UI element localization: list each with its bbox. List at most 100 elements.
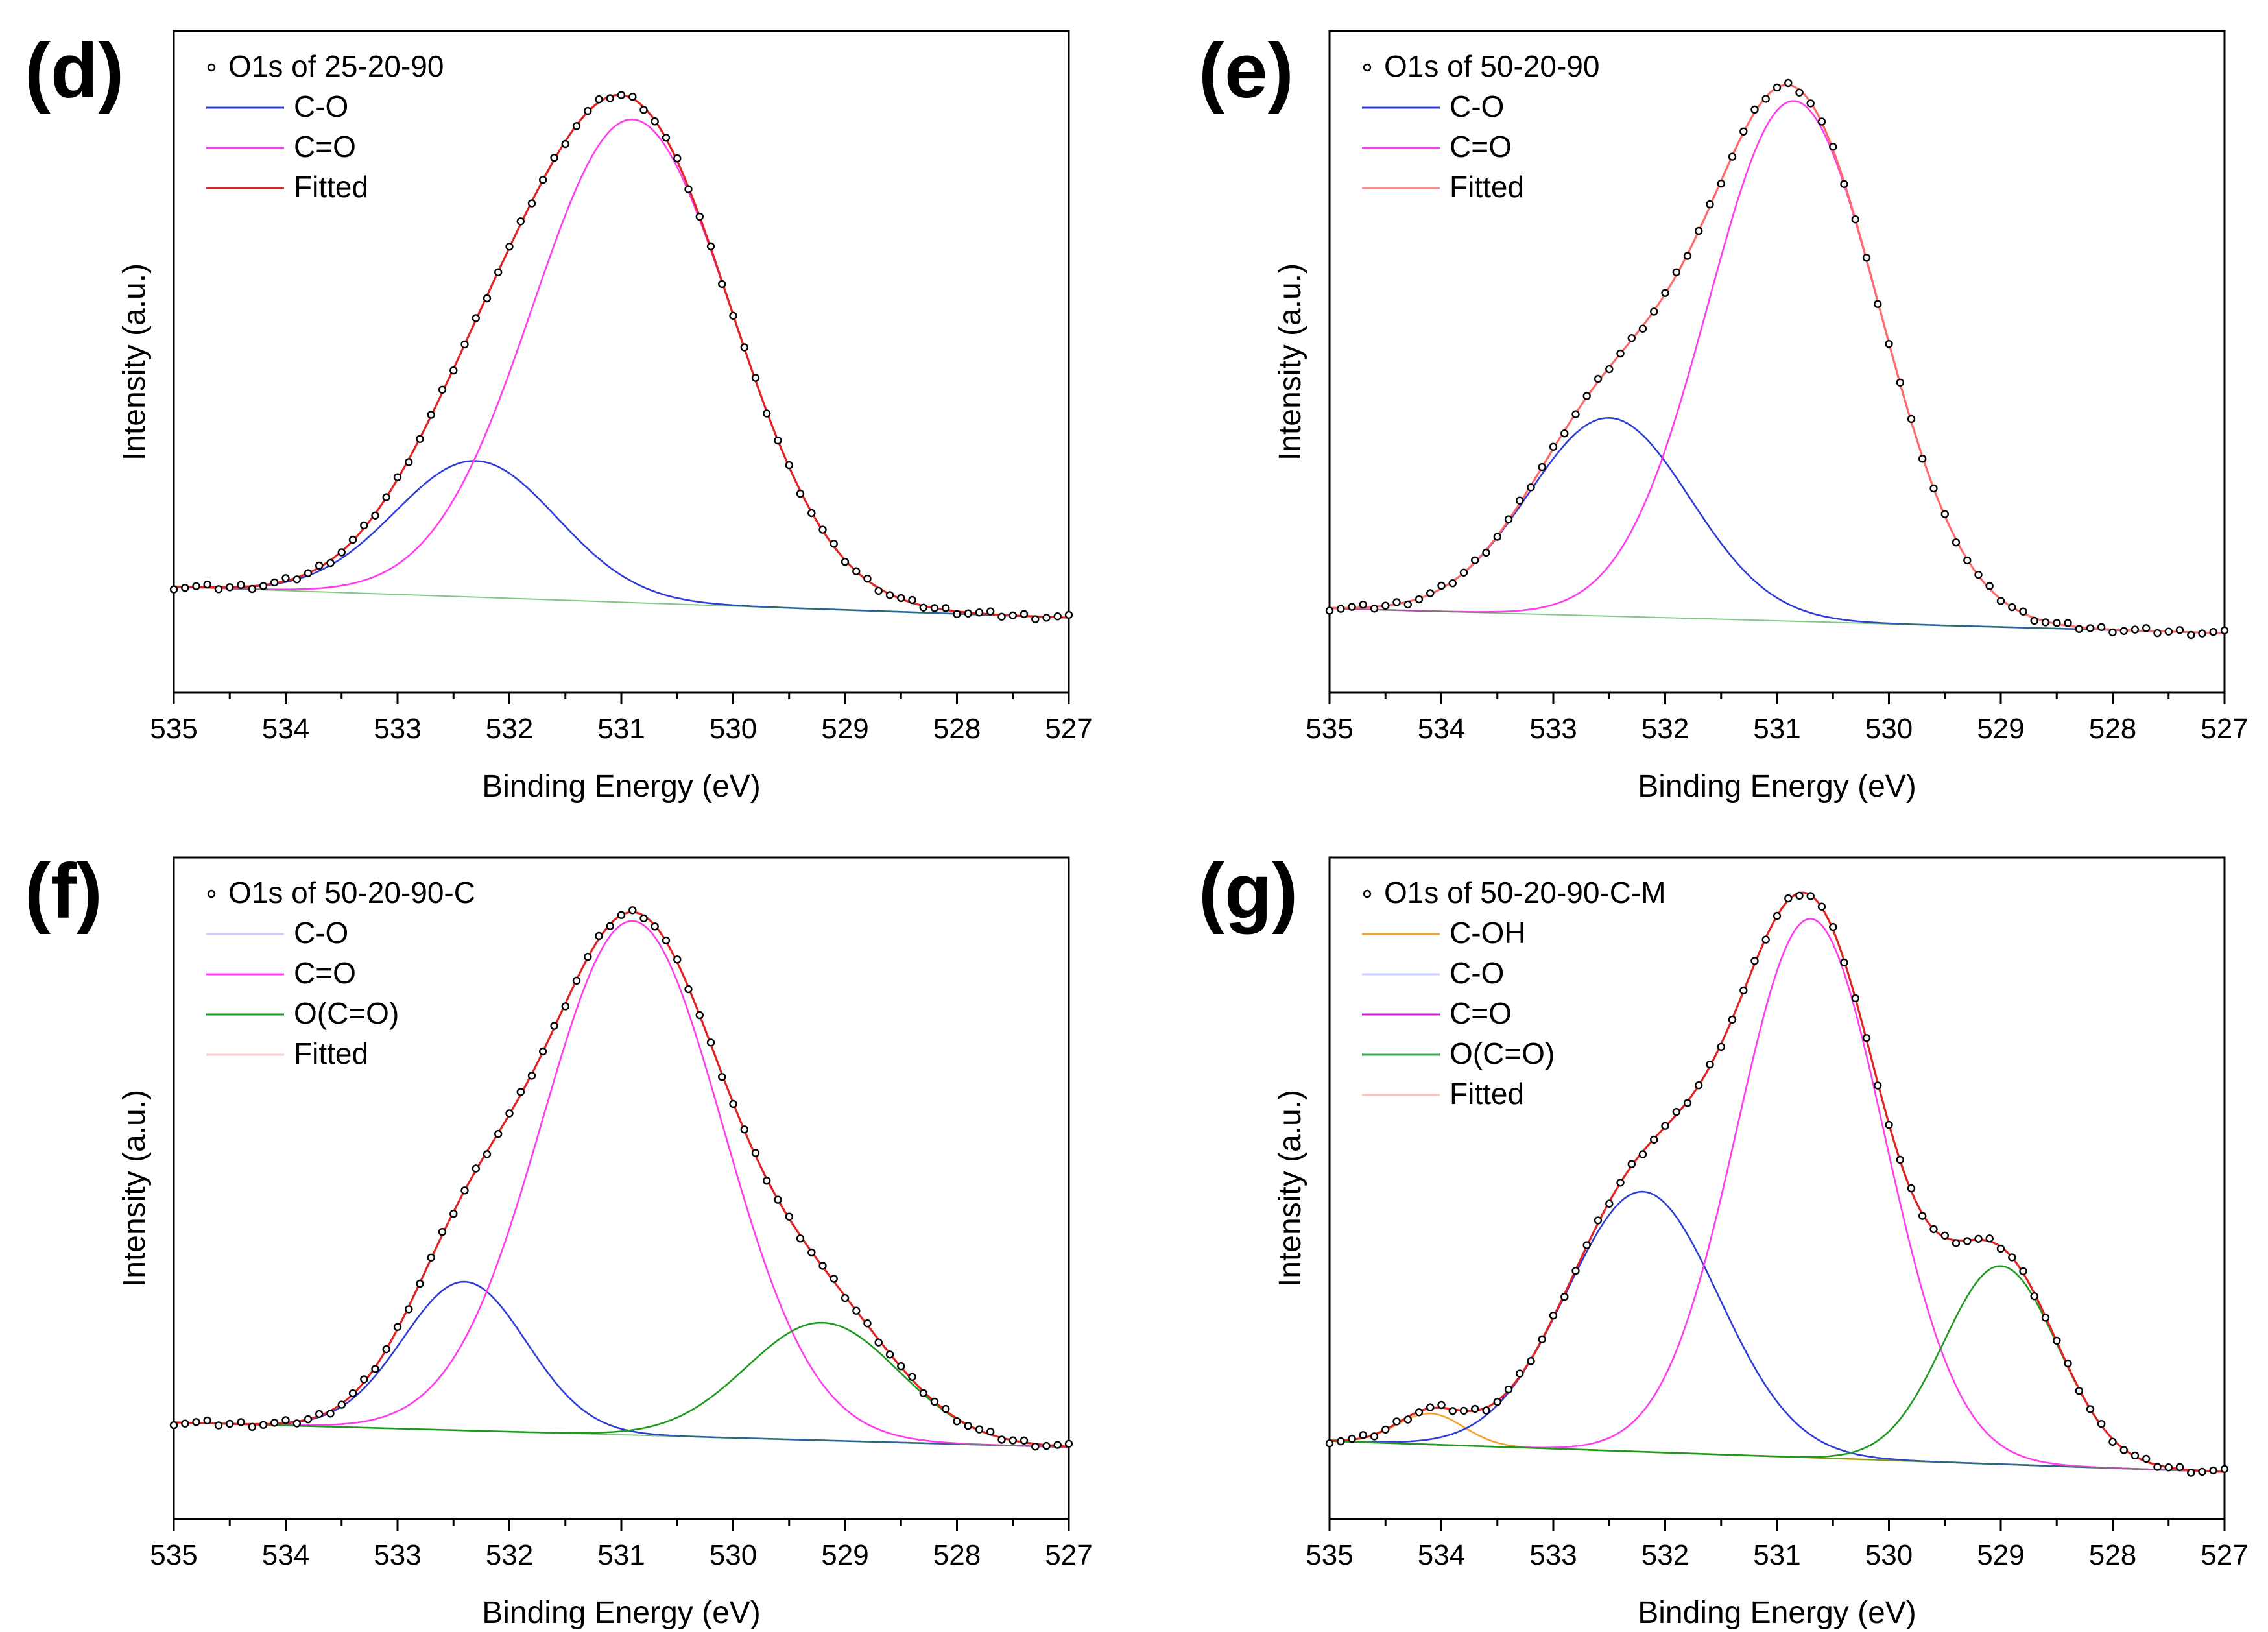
data-point [1459,1406,1468,1415]
data-point [729,311,737,320]
data-point [214,585,223,594]
data-point [1661,289,1669,297]
x-tick-label: 531 [597,1539,645,1571]
data-point [1683,252,1692,260]
y-axis-label: Intensity (a.u.) [117,263,152,461]
data-point [1031,615,1040,623]
data-point [1661,1122,1669,1130]
component-curve-c-o [1329,1190,2225,1473]
data-point [181,1419,189,1428]
data-point [1996,1244,2005,1253]
data-point [505,243,514,251]
data-point [2097,1419,2106,1428]
data-point [1448,1407,1457,1415]
data-point [237,581,245,589]
data-point [416,1279,424,1288]
data-point [885,591,894,599]
data-point [248,1422,256,1432]
data-point [550,1022,558,1030]
data-point [830,1275,838,1283]
data-point [1806,99,1815,108]
data-point [1706,200,1714,209]
legend-marker-icon [207,889,216,898]
x-tick-label: 534 [1418,1539,1465,1571]
data-point [617,911,626,919]
data-point [382,493,390,501]
data-point [1348,1434,1356,1443]
x-tick-label: 527 [2201,1539,2248,1571]
data-point [1750,105,1759,114]
data-point [1862,1034,1871,1042]
data-point [606,922,614,930]
data-point [1840,958,1848,967]
data-point [1728,1015,1737,1024]
data-point [841,558,850,566]
data-point [1582,1241,1591,1249]
data-point [1739,986,1748,995]
data-point [1504,515,1513,523]
x-tick-label: 527 [1045,1539,1092,1571]
data-point [348,1389,357,1398]
data-point [1549,1311,1558,1320]
data-point [1426,1403,1435,1411]
data-point [292,575,301,584]
data-point [371,511,379,520]
data-point [315,1410,324,1419]
data-point [1370,1432,1379,1441]
panel-f: (f) 535 534 533 532 531 530 529 528 527 Binding En… [25,848,1093,1630]
data-point [1840,180,1848,188]
data-point [684,985,693,994]
data-point [1448,579,1457,588]
data-point [1053,1441,1062,1449]
data-point [1560,429,1569,438]
x-tick-label: 529 [821,713,868,745]
data-point [1594,1216,1603,1225]
data-point [1359,600,1367,609]
x-tick-label: 534 [1418,713,1465,745]
panel-letter: (f) [25,848,102,935]
data-point [1806,892,1815,900]
data-point [774,1195,782,1204]
panel-d: (d) 535 534 533 532 531 530 529 528 527 Binding En… [25,27,1093,804]
data-point [169,585,178,594]
legend-marker-icon [1363,889,1372,898]
data-point [572,976,581,985]
data-point [1750,957,1759,965]
data-point [315,561,324,570]
data-point [505,1109,514,1118]
data-point [1638,324,1647,333]
data-point [181,584,189,592]
data-point [841,1293,850,1302]
component-curve-c-o [173,460,1069,619]
x-tick-label: 532 [1641,713,1689,745]
data-point [818,525,827,534]
data-point [1996,597,2005,605]
data-point [259,582,268,590]
x-axis-label: Binding Energy (eV) [482,769,761,804]
data-point [1470,1404,1479,1413]
data-point [639,106,648,114]
data-point [1325,1439,1334,1448]
data-point [717,1072,726,1081]
data-point [1784,78,1793,88]
data-point [2086,1405,2095,1413]
data-point [1403,1415,1413,1424]
data-point [1918,455,1927,463]
fitted-envelope [173,911,1069,1448]
legend-label: Fitted [294,1037,368,1070]
data-point [550,153,558,162]
data-point [1493,1397,1502,1406]
x-tick-label: 530 [1865,1539,1913,1571]
data-point [2131,625,2140,634]
data-point [651,117,659,126]
data-point [483,294,492,303]
data-point [1042,1441,1051,1450]
data-point [1538,462,1546,472]
data-point [639,914,648,923]
data-point [1761,95,1770,103]
data-point [1053,612,1062,621]
data-point [1605,365,1614,374]
data-point [1862,254,1871,262]
data-point [2187,1469,2195,1477]
data-point [662,134,671,142]
